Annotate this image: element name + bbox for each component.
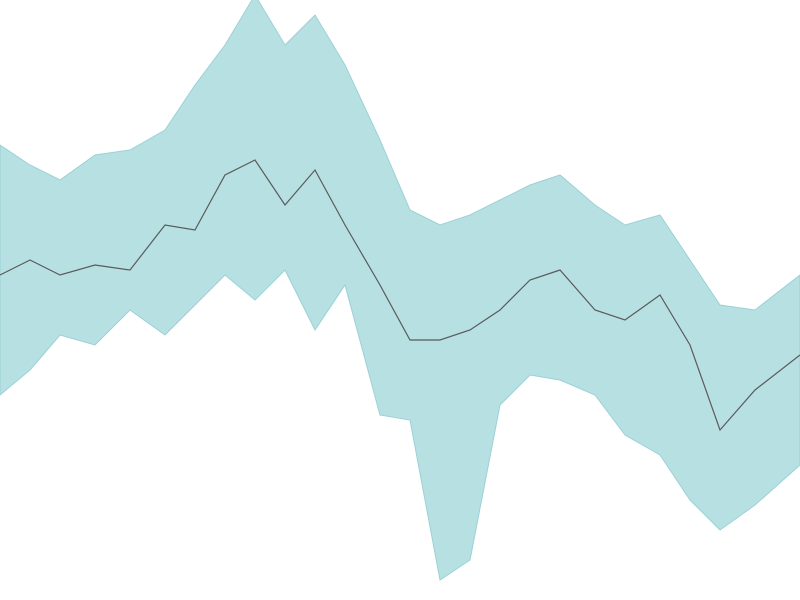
confidence-band-chart [0,0,800,600]
confidence-band-area [0,0,800,580]
